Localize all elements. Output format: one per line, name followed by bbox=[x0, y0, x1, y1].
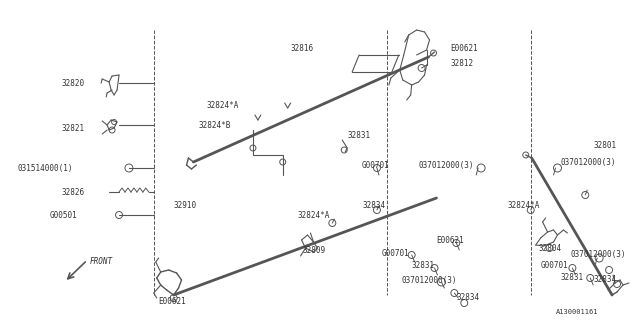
Text: 32834: 32834 bbox=[593, 276, 616, 284]
Text: 32824*A: 32824*A bbox=[206, 100, 239, 109]
Text: G00501: G00501 bbox=[49, 211, 77, 220]
Text: 32816: 32816 bbox=[291, 44, 314, 52]
Text: 32824*B: 32824*B bbox=[198, 121, 231, 130]
Text: E00621: E00621 bbox=[436, 236, 464, 244]
Text: 32812: 32812 bbox=[451, 59, 474, 68]
Text: 32824*A: 32824*A bbox=[508, 201, 540, 210]
Text: 32834: 32834 bbox=[362, 201, 385, 210]
Text: G00701: G00701 bbox=[382, 249, 410, 258]
Text: 037012000(3): 037012000(3) bbox=[402, 276, 457, 284]
Text: 037012000(3): 037012000(3) bbox=[570, 251, 626, 260]
Text: E00621: E00621 bbox=[159, 298, 186, 307]
Text: 32821: 32821 bbox=[61, 124, 84, 132]
Text: 031514000(1): 031514000(1) bbox=[18, 164, 74, 172]
Text: 037012000(3): 037012000(3) bbox=[419, 161, 474, 170]
Text: 32834: 32834 bbox=[456, 292, 479, 301]
Text: 32824*A: 32824*A bbox=[298, 211, 330, 220]
Text: G00701: G00701 bbox=[362, 161, 390, 170]
Text: 32820: 32820 bbox=[61, 78, 84, 87]
Text: 32831: 32831 bbox=[347, 131, 371, 140]
Text: A130001161: A130001161 bbox=[556, 309, 598, 315]
Text: E00621: E00621 bbox=[451, 44, 478, 52]
Text: 32809: 32809 bbox=[303, 245, 326, 254]
Text: G00701: G00701 bbox=[541, 260, 568, 269]
Text: 32831: 32831 bbox=[412, 260, 435, 269]
Text: 32804: 32804 bbox=[539, 244, 562, 252]
Text: 32910: 32910 bbox=[173, 201, 196, 210]
Text: FRONT: FRONT bbox=[89, 258, 113, 267]
Text: 037012000(3): 037012000(3) bbox=[561, 157, 616, 166]
Text: 32826: 32826 bbox=[61, 188, 84, 196]
Text: 32801: 32801 bbox=[593, 140, 616, 149]
Text: 32831: 32831 bbox=[561, 274, 584, 283]
